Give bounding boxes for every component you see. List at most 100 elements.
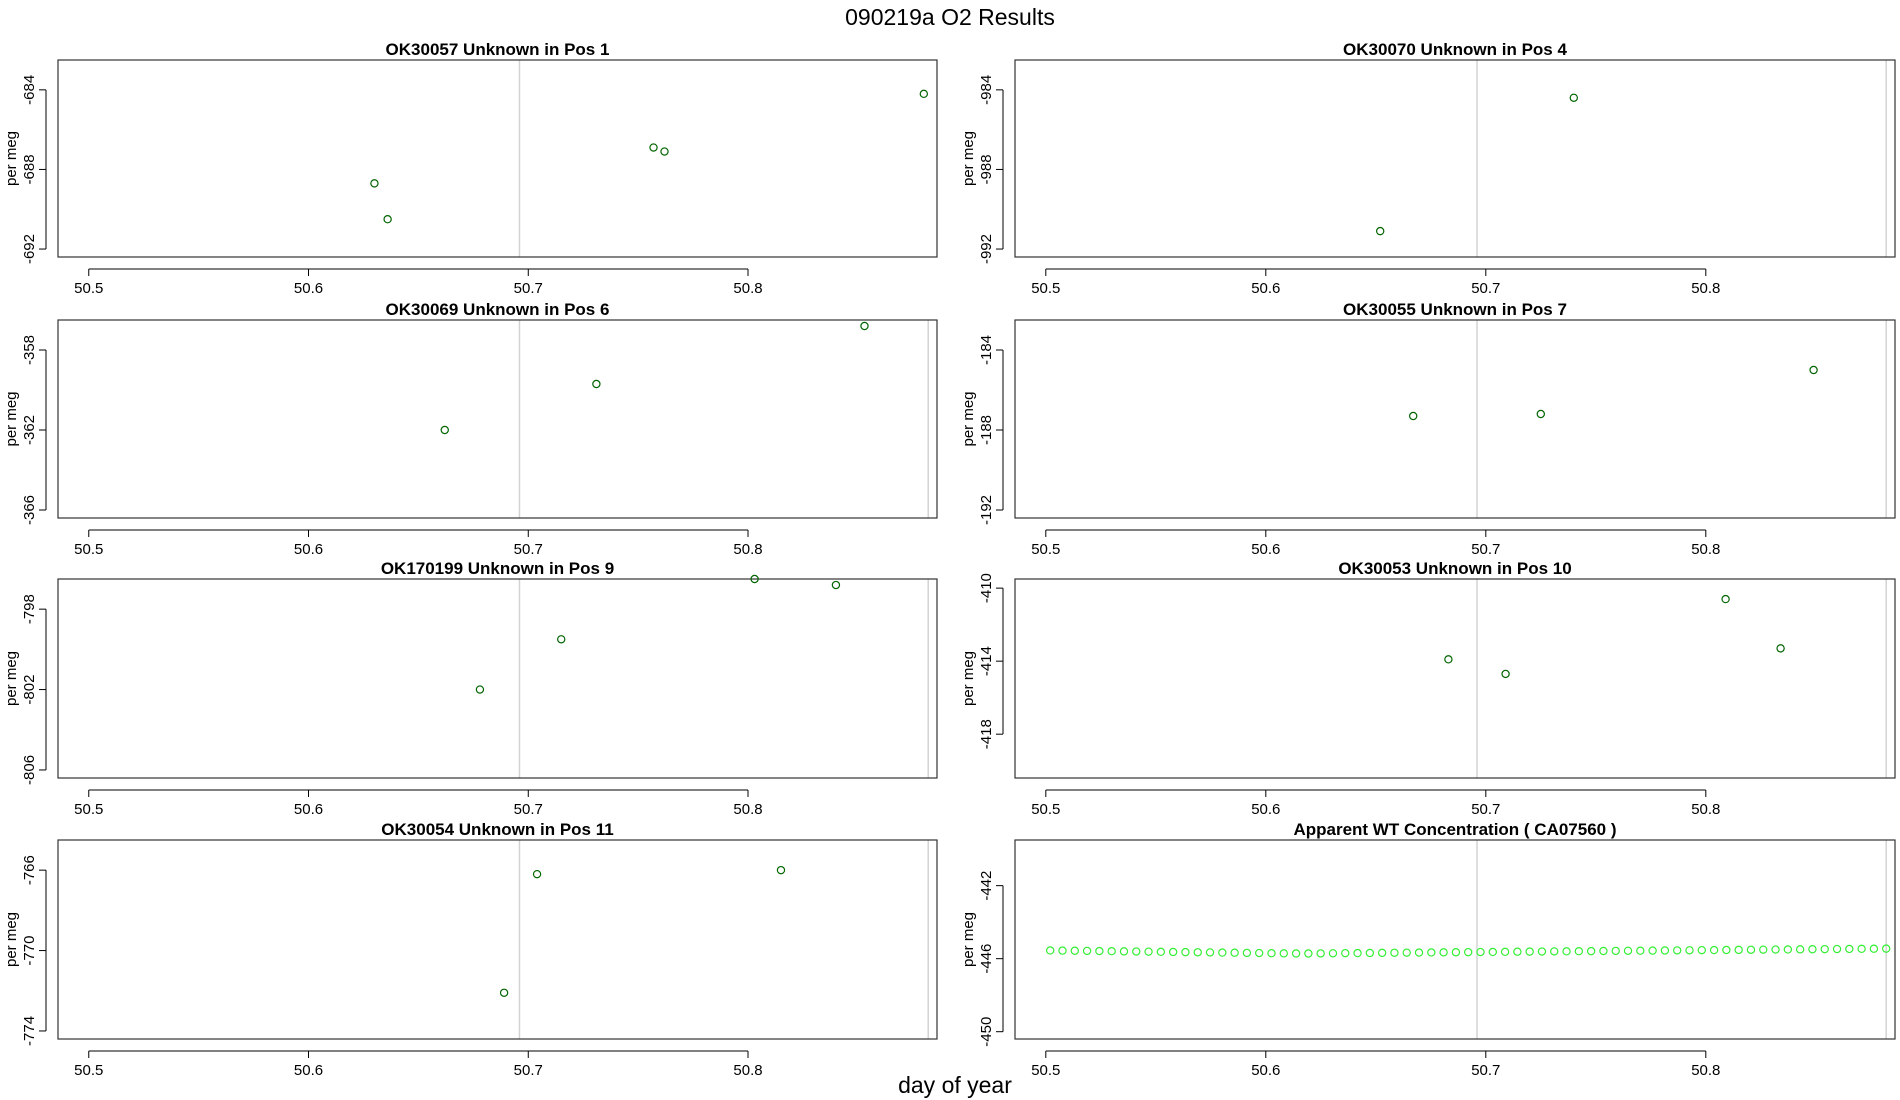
panel-8-point-45 xyxy=(1586,946,1596,956)
panel-8-point-10 xyxy=(1156,947,1166,957)
panel-8-point-62 xyxy=(1795,945,1805,954)
panel-3-x-tick-label-3: 50.7 xyxy=(514,541,543,558)
panel-8-y-tick-label-3: -450 xyxy=(978,1017,995,1047)
panel-8-point-43 xyxy=(1562,947,1571,956)
panel-7-y-tick-label-2: -770 xyxy=(21,936,38,966)
panel-7-y-axis-label: per meg xyxy=(3,912,20,967)
panel-1-y-tick-label-3: -692 xyxy=(21,234,38,264)
panel-8-point-37 xyxy=(1488,947,1497,957)
panel-8-point-3 xyxy=(1070,946,1079,955)
panel-6-y-axis-label: per meg xyxy=(960,651,977,706)
panel-8-x-tick-label-1: 50.5 xyxy=(1031,1062,1060,1079)
panel-8-point-34 xyxy=(1451,948,1461,957)
panel-8-point-50 xyxy=(1648,946,1657,955)
panel-1-x-tick-label-1: 50.5 xyxy=(74,280,103,297)
panel-3-x-tick-label-4: 50.8 xyxy=(733,541,762,558)
panel-8-point-21 xyxy=(1291,949,1301,958)
panel-8-point-23 xyxy=(1316,949,1325,958)
panel-4-x-tick-label-4: 50.8 xyxy=(1691,541,1720,558)
panel-2-title: OK30070 Unknown in Pos 4 xyxy=(1343,40,1567,59)
panel-8-point-59 xyxy=(1759,945,1768,954)
panel-8-point-44 xyxy=(1574,947,1584,956)
panel-8-title: Apparent WT Concentration ( CA07560 ) xyxy=(1293,820,1616,839)
panel-2-x-tick-label-4: 50.8 xyxy=(1691,280,1720,297)
panel-8-point-42 xyxy=(1550,947,1559,956)
panel-3-point-3 xyxy=(860,321,869,331)
panel-2-x-tick-label-2: 50.6 xyxy=(1251,280,1280,297)
panel-8-point-28 xyxy=(1377,948,1387,958)
panel-8-point-26 xyxy=(1353,948,1362,958)
panel-8-point-32 xyxy=(1427,948,1436,957)
panel-8-point-5 xyxy=(1095,946,1104,956)
panel-8-point-55 xyxy=(1709,945,1719,955)
panel-8-y-tick-label-2: -446 xyxy=(978,944,995,974)
panel-8-point-25 xyxy=(1341,948,1350,958)
panel-8-point-19 xyxy=(1267,948,1276,958)
panel-3-y-tick-label-1: -358 xyxy=(21,335,38,365)
panel-2-frame xyxy=(1014,59,1896,258)
panel-8-point-58 xyxy=(1746,945,1756,954)
panel-4-point-3 xyxy=(1809,365,1818,375)
panel-3-frame xyxy=(57,319,938,519)
panel-8-point-54 xyxy=(1697,945,1706,955)
panel-3: OK30069 Unknown in Pos 6 50.5 50.6 50.7 50.8… xyxy=(3,300,938,558)
panel-1-y-tick-label-2: -688 xyxy=(21,154,38,184)
panel-8-point-56 xyxy=(1722,945,1731,955)
panel-8-point-39 xyxy=(1513,947,1522,956)
panel-8-y-axis-label: per meg xyxy=(960,912,977,967)
panel-8-point-60 xyxy=(1771,945,1780,954)
panel-8-y-tick-label-1: -442 xyxy=(978,871,995,901)
panel-8-point-9 xyxy=(1144,947,1153,956)
panel-5-x-tick-label-2: 50.6 xyxy=(294,801,323,818)
panel-8-point-41 xyxy=(1537,947,1547,956)
panel-7: OK30054 Unknown in Pos 11 50.5 50.6 50.7 50.… xyxy=(3,820,938,1079)
panel-3-y-tick-label-2: -362 xyxy=(21,415,38,445)
panel-8-point-13 xyxy=(1193,948,1202,957)
panel-8-point-64 xyxy=(1820,944,1829,954)
panel-8-point-8 xyxy=(1132,947,1141,956)
panel-6-point-2 xyxy=(1501,669,1510,679)
panel-2-y-tick-label-2: -988 xyxy=(978,154,995,184)
panel-8-x-tick-label-3: 50.7 xyxy=(1471,1062,1500,1079)
panel-5-x-tick-label-1: 50.5 xyxy=(74,801,103,818)
panel-6-x-tick-label-3: 50.7 xyxy=(1471,801,1500,818)
panel-7-y-tick-label-3: -774 xyxy=(21,1016,38,1046)
panel-4-title: OK30055 Unknown in Pos 7 xyxy=(1343,300,1567,319)
panel-8-point-33 xyxy=(1439,948,1448,957)
panel-7-point-1 xyxy=(499,988,509,997)
figure-title: 090219a O2 Results xyxy=(845,4,1055,30)
panel-8-point-65 xyxy=(1832,944,1842,954)
panel-8-point-52 xyxy=(1672,946,1682,955)
panel-3-x-tick-label-1: 50.5 xyxy=(74,541,103,558)
panel-4-x-tick-label-1: 50.5 xyxy=(1031,541,1060,558)
panel-8-point-67 xyxy=(1857,944,1866,954)
panel-6: OK30053 Unknown in Pos 10 50.5 50.6 50.7 50.… xyxy=(960,559,1896,818)
panel-5-point-4 xyxy=(831,580,841,590)
panel-8-point-20 xyxy=(1279,949,1288,958)
panel-5-title: OK170199 Unknown in Pos 9 xyxy=(381,559,614,578)
panel-7-y-tick-label-1: -766 xyxy=(21,855,38,885)
panel-5-x-tick-label-4: 50.8 xyxy=(733,801,762,818)
panel-8-point-29 xyxy=(1390,948,1399,957)
panel-4-y-axis-label: per meg xyxy=(960,391,977,446)
panel-8-point-7 xyxy=(1119,947,1129,956)
panel-2-y-tick-label-1: -984 xyxy=(978,75,995,105)
panel-6-x-tick-label-1: 50.5 xyxy=(1031,801,1060,818)
panel-8-point-38 xyxy=(1500,947,1510,957)
panel-1-point-1 xyxy=(370,179,379,188)
panel-8-point-57 xyxy=(1734,945,1743,955)
panel-8-point-68 xyxy=(1869,944,1879,953)
panel-7-point-2 xyxy=(532,869,542,879)
panel-8-point-11 xyxy=(1168,947,1178,957)
panel-8-x-tick-label-4: 50.8 xyxy=(1691,1062,1720,1079)
panel-7-point-3 xyxy=(776,865,786,875)
panel-1-point-4 xyxy=(660,147,669,156)
panel-1-frame xyxy=(57,59,938,258)
panel-8-point-51 xyxy=(1660,946,1670,955)
panel-8-point-4 xyxy=(1082,946,1092,956)
panels: OK30057 Unknown in Pos 1 50.5 50.6 50.7 50.8… xyxy=(3,40,1896,1079)
panel-1-point-3 xyxy=(649,143,658,152)
panel-3-point-1 xyxy=(440,425,449,435)
